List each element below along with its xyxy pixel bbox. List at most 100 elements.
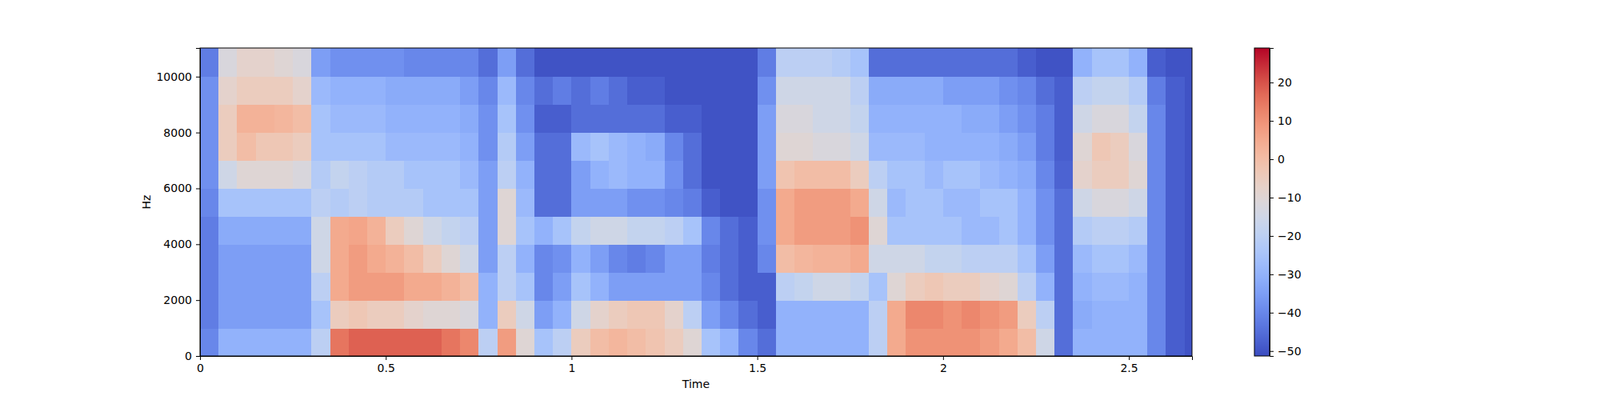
heatmap-cell: [367, 300, 387, 329]
heatmap-cell: [664, 132, 684, 162]
heatmap-cell: [924, 244, 944, 273]
heatmap-cell: [999, 216, 1019, 245]
heatmap-cell: [1036, 48, 1056, 77]
heatmap-cell: [423, 76, 443, 106]
heatmap-cell: [1165, 48, 1185, 77]
heatmap-cell: [534, 188, 554, 217]
heatmap-cell: [423, 160, 443, 190]
heatmap-cell: [850, 104, 870, 134]
heatmap-cell: [850, 272, 870, 301]
heatmap-cell: [256, 48, 276, 77]
heatmap-cell: [720, 300, 740, 329]
heatmap-cell: [1072, 132, 1092, 162]
heatmap-cell: [385, 244, 405, 273]
axis-line: [200, 356, 1193, 361]
heatmap-cell: [1036, 132, 1056, 162]
plot-area: [200, 48, 1192, 356]
heatmap-cell: [274, 48, 294, 77]
heatmap-cell: [887, 104, 907, 134]
heatmap-cell: [1147, 160, 1167, 190]
heatmap-cell: [292, 104, 312, 134]
heatmap-cell: [516, 48, 536, 77]
heatmap-cell: [701, 272, 721, 301]
heatmap-cell: [627, 300, 647, 329]
heatmap-cell: [200, 188, 220, 217]
heatmap-cell: [1110, 160, 1130, 190]
heatmap-cell: [701, 328, 721, 356]
heatmap-cell: [794, 272, 814, 301]
heatmap-cell: [311, 76, 331, 106]
heatmap-cell: [1092, 48, 1112, 77]
heatmap-cell: [943, 188, 963, 217]
heatmap-cell: [1184, 48, 1192, 77]
heatmap-cell: [1092, 132, 1112, 162]
heatmap-cell: [497, 104, 517, 134]
heatmap-cell: [552, 272, 572, 301]
heatmap-cell: [534, 300, 554, 329]
heatmap-cell: [534, 244, 554, 273]
tick-mark: [1269, 159, 1274, 160]
heatmap-cell: [720, 104, 740, 134]
heatmap-cell: [404, 300, 424, 329]
heatmap-cell: [1147, 104, 1167, 134]
heatmap-cell: [868, 188, 888, 217]
heatmap-cell: [794, 76, 814, 106]
tick-label: 0: [1277, 152, 1285, 166]
heatmap-cell: [516, 244, 536, 273]
heatmap-cell: [999, 48, 1019, 77]
heatmap-cell: [200, 328, 220, 356]
heatmap-cell: [608, 132, 628, 162]
heatmap-cell: [832, 328, 852, 356]
tick: 0: [196, 356, 204, 375]
heatmap-cell: [812, 328, 832, 356]
heatmap-cell: [1128, 160, 1148, 190]
heatmap-cell: [645, 188, 665, 217]
heatmap-cell: [516, 160, 536, 190]
heatmap-cell: [1092, 160, 1112, 190]
heatmap-cell: [1110, 300, 1130, 329]
heatmap-cell: [236, 272, 256, 301]
heatmap-cell: [552, 244, 572, 273]
heatmap-cell: [348, 188, 368, 217]
heatmap-cell: [1092, 104, 1112, 134]
heatmap-cell: [776, 48, 796, 77]
heatmap-cell: [943, 328, 963, 356]
heatmap-cell: [385, 300, 405, 329]
heatmap-cell: [832, 160, 852, 190]
heatmap-cell: [348, 76, 368, 106]
tick-label: 8000: [163, 126, 192, 140]
heatmap-cell: [738, 216, 758, 245]
heatmap-cell: [330, 76, 350, 106]
heatmap-cell: [1165, 160, 1185, 190]
heatmap-cell: [367, 244, 387, 273]
heatmap-cell: [385, 272, 405, 301]
heatmap-cell: [683, 104, 703, 134]
heatmap-cell: [534, 160, 554, 190]
heatmap-cell: [664, 188, 684, 217]
heatmap-cell: [218, 104, 238, 134]
heatmap-cell: [441, 328, 461, 356]
heatmap-cell: [1128, 188, 1148, 217]
heatmap-cell: [868, 244, 888, 273]
heatmap-cell: [236, 188, 256, 217]
heatmap-cell: [961, 272, 981, 301]
heatmap-cell: [311, 104, 331, 134]
heatmap-cell: [887, 48, 907, 77]
heatmap-cell: [330, 272, 350, 301]
heatmap-cell: [961, 104, 981, 134]
heatmap-cell: [292, 272, 312, 301]
y-axis-title: Hz: [140, 195, 153, 210]
heatmap-cell: [292, 160, 312, 190]
tick-label: 10: [1277, 114, 1292, 128]
heatmap-cell: [943, 104, 963, 134]
heatmap-cell: [701, 76, 721, 106]
heatmap-cell: [385, 76, 405, 106]
heatmap-cell: [1184, 188, 1192, 217]
heatmap-cell: [1110, 244, 1130, 273]
heatmap-cell: [999, 328, 1019, 356]
heatmap-cell: [1165, 328, 1185, 356]
heatmap-cell: [924, 272, 944, 301]
heatmap-cell: [701, 132, 721, 162]
heatmap-cell: [367, 160, 387, 190]
heatmap-cell: [385, 132, 405, 162]
